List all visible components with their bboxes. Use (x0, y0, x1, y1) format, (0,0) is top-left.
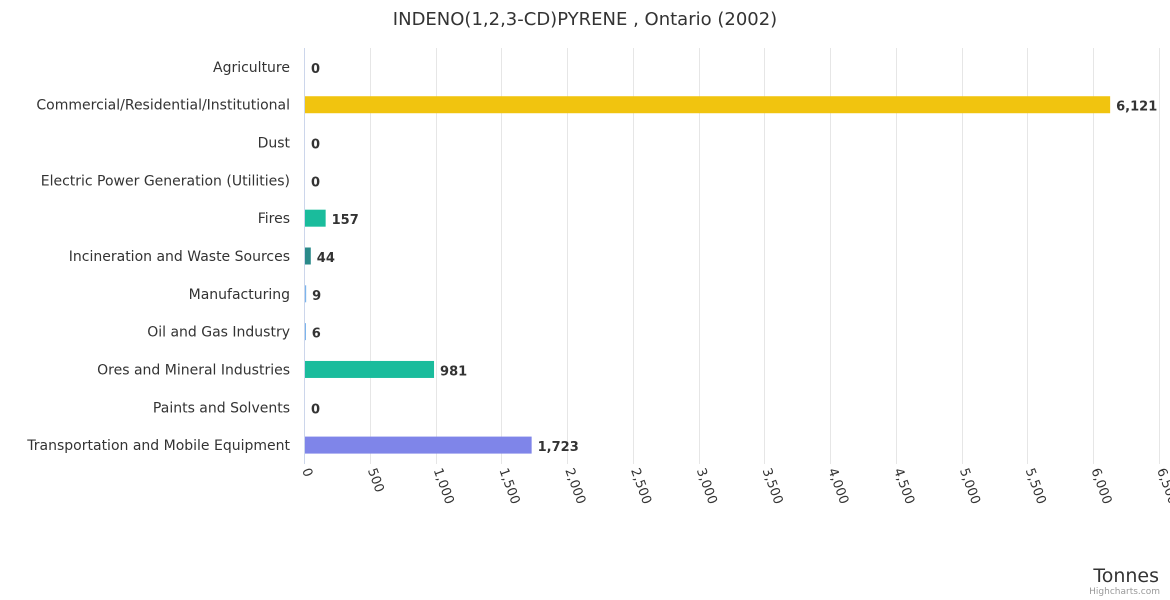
category-label: Oil and Gas Industry (147, 325, 290, 341)
category-label: Dust (258, 136, 291, 152)
bar (305, 285, 307, 303)
x-tick-label: 4,500 (890, 466, 917, 506)
category-label: Ores and Mineral Industries (97, 362, 290, 378)
data-label: 9 (312, 289, 321, 304)
gridlines (370, 48, 1160, 464)
x-tick-label: 1,500 (496, 466, 523, 506)
bar (305, 247, 311, 265)
category-label: Fires (258, 211, 290, 227)
data-label: 0 (311, 175, 320, 190)
x-tick-label: 2,500 (627, 466, 654, 506)
data-label: 44 (317, 251, 335, 266)
x-axis-tick-labels: 0 500 1,000 1,500 2,000 2,500 3,000 3,500 4,000 4… (298, 466, 1170, 506)
x-tick-label: 3,500 (759, 466, 786, 506)
x-tick-label: 5,000 (956, 466, 983, 506)
x-tick-label: 5,500 (1022, 466, 1049, 506)
data-label: 1,723 (538, 440, 579, 455)
category-label: Agriculture (213, 60, 290, 76)
bar (305, 96, 1111, 114)
data-label: 0 (311, 138, 320, 153)
bar (305, 209, 326, 227)
data-label: 6 (312, 327, 321, 342)
x-tick-label: 2,000 (561, 466, 588, 506)
bar (305, 323, 306, 341)
data-label: 157 (332, 213, 359, 228)
data-label: 0 (311, 402, 320, 417)
category-label: Electric Power Generation (Utilities) (41, 173, 290, 189)
category-label: Transportation and Mobile Equipment (26, 438, 290, 454)
category-label: Commercial/Residential/Institutional (36, 98, 290, 114)
data-label: 6,121 (1116, 100, 1157, 115)
credits-link[interactable]: Highcharts.com (1089, 587, 1160, 597)
x-tick-label: 6,500 (1153, 466, 1170, 506)
x-tick-label: 0 (298, 466, 315, 479)
x-tick-label: 4,000 (824, 466, 851, 506)
x-tick-label: 1,000 (430, 466, 457, 506)
category-label: Incineration and Waste Sources (69, 249, 290, 265)
data-label: 0 (311, 62, 320, 77)
data-labels: 0 6,121 0 0 157 44 9 6 981 0 1,723 (311, 62, 1157, 455)
chart-title: INDENO(1,2,3-CD)PYRENE , Ontario (2002) (393, 9, 777, 30)
x-tick-label: 6,000 (1087, 466, 1114, 506)
data-label: 981 (440, 364, 467, 379)
bar (305, 436, 532, 454)
bars (305, 96, 1111, 454)
category-label: Paints and Solvents (153, 400, 290, 416)
x-axis-title: Tonnes (1092, 565, 1159, 587)
bar (305, 360, 435, 378)
x-tick-label: 500 (364, 466, 387, 494)
x-tick-label: 3,000 (693, 466, 720, 506)
category-labels: Agriculture Commercial/Residential/Instit… (26, 60, 290, 454)
category-label: Manufacturing (189, 287, 290, 303)
